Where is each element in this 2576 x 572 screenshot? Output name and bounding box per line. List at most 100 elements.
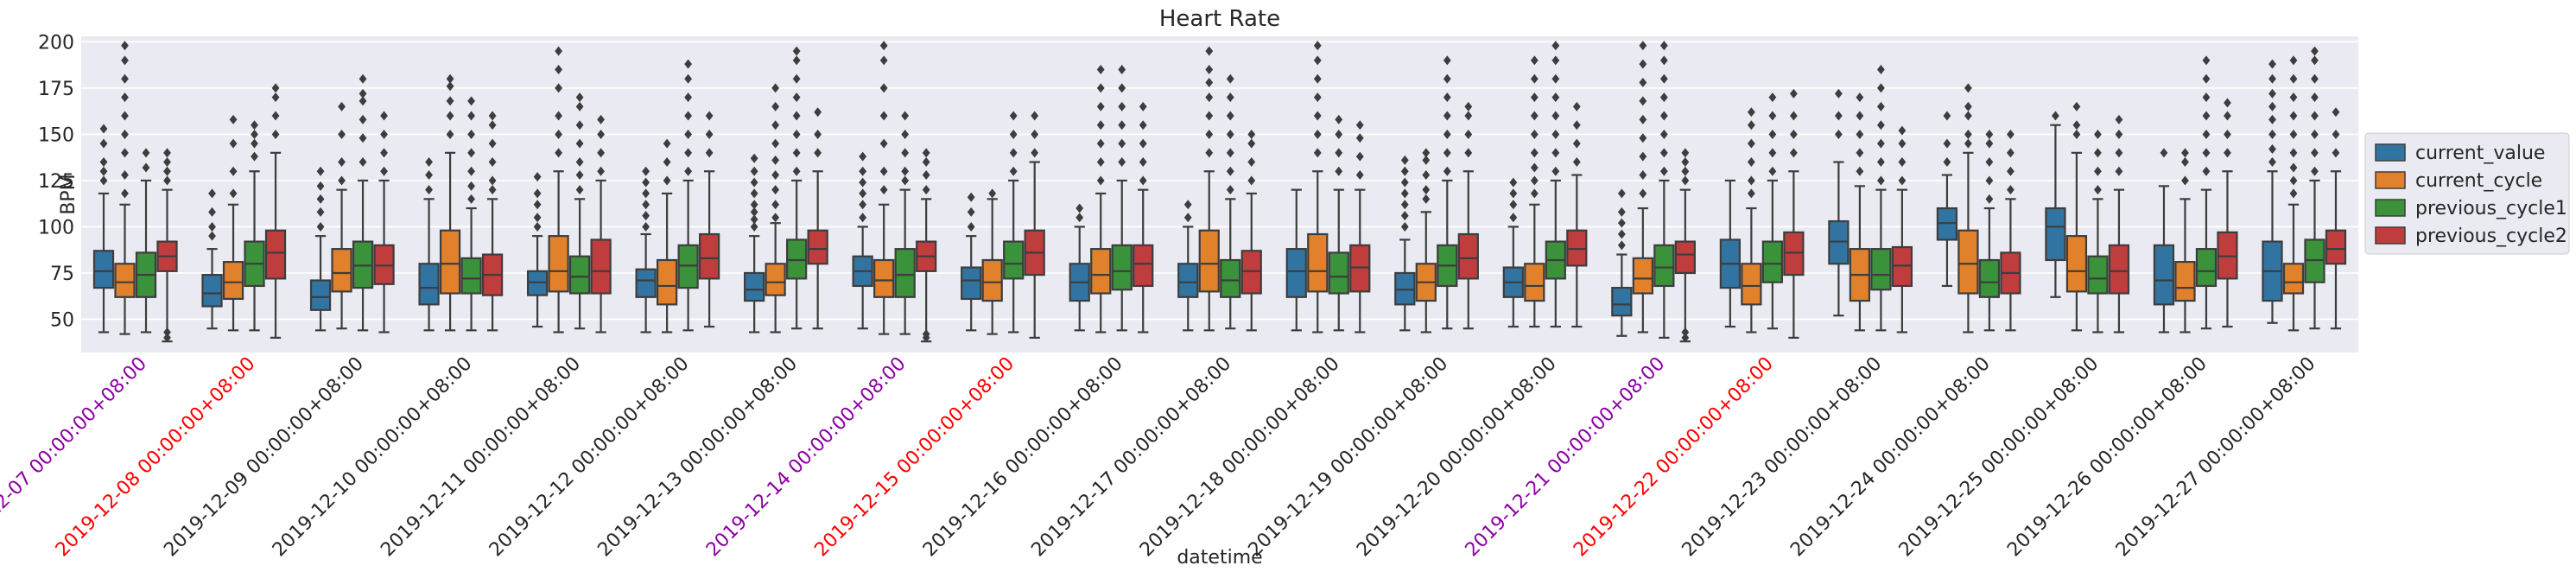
outlier-point (859, 166, 867, 176)
outlier-point (1659, 166, 1668, 176)
box-previous_cycle1 (2087, 129, 2109, 334)
outlier-point (1747, 120, 1755, 130)
outlier-point (1509, 188, 1518, 199)
outlier-point (467, 194, 475, 204)
legend-entry: previous_cycle2 (2415, 226, 2567, 247)
outlier-point (879, 166, 888, 176)
outlier-point (1009, 148, 1018, 158)
outlier-point (555, 111, 563, 121)
outlier-point (121, 41, 129, 51)
outlier-point (1530, 148, 1539, 158)
outlier-point (2115, 148, 2123, 158)
outlier-point (705, 148, 714, 158)
outlier-point (467, 129, 475, 139)
box-current_cycle (2174, 148, 2196, 334)
box-iqr (418, 263, 440, 306)
outlier-point (771, 120, 780, 130)
outlier-point (1681, 157, 1690, 168)
outlier-point (879, 83, 888, 93)
x-tick-label: 2019-12-08 00:00:00+08:00 (52, 353, 260, 562)
outlier-point (1876, 101, 1885, 111)
outlier-point (1898, 157, 1907, 168)
outlier-point (1639, 170, 1647, 181)
outlier-point (488, 175, 497, 186)
outlier-point (1422, 185, 1431, 195)
outlier-point (1247, 175, 1256, 186)
outlier-point (338, 157, 346, 168)
grid-lines (81, 41, 2358, 321)
outlier-point (1530, 162, 1539, 173)
outlier-point (2094, 166, 2102, 176)
outlier-point (684, 73, 693, 84)
box-previous_cycle2 (1240, 129, 1262, 332)
box-current_cycle (1524, 55, 1545, 328)
box-iqr (92, 250, 115, 289)
outlier-point (1226, 185, 1234, 195)
outlier-point (1898, 138, 1907, 149)
outlier-point (1834, 129, 1843, 139)
box-previous_cycle2 (1133, 101, 1154, 334)
outlier-point (642, 221, 650, 232)
outlier-point (2268, 129, 2276, 139)
outlier-point (316, 181, 325, 191)
box-iqr (2325, 229, 2347, 265)
outlier-point (1943, 138, 1951, 149)
box-iqr (1761, 240, 1783, 283)
outlier-point (879, 138, 888, 149)
outlier-point (1443, 166, 1451, 176)
y-tick-label: 150 (38, 124, 74, 146)
outlier-point (2268, 73, 2276, 84)
outlier-point (1681, 327, 1690, 337)
outlier-point (1205, 129, 1214, 139)
outlier-point (771, 101, 780, 111)
box-previous_cycle1 (1328, 114, 1349, 332)
outlier-point (1226, 166, 1234, 176)
outlier-point (142, 148, 150, 158)
box-previous_cycle2 (1024, 111, 1045, 339)
outlier-point (1530, 92, 1539, 103)
x-tick-label: 2019-12-18 00:00:00+08:00 (1136, 353, 1344, 562)
outlier-point (1639, 151, 1647, 162)
outlier-point (1789, 88, 1798, 99)
box-previous_cycle1 (2304, 46, 2325, 330)
outlier-point (121, 170, 129, 181)
outlier-point (2181, 148, 2189, 158)
outlier-point (771, 200, 780, 210)
outlier-point (1876, 175, 1885, 186)
y-tick-label: 50 (50, 309, 74, 331)
x-tick-label: 2019-12-09 00:00:00+08:00 (160, 353, 368, 562)
outlier-point (1096, 138, 1105, 149)
outlier-point (251, 151, 258, 162)
outlier-point (1443, 148, 1451, 158)
outlier-point (1964, 101, 1972, 111)
box-iqr (1674, 240, 1696, 275)
outlier-point (771, 170, 780, 181)
outlier-point (1659, 148, 1668, 158)
outlier-point (1985, 157, 1994, 168)
box-iqr (460, 257, 482, 295)
box-iqr (1870, 248, 1892, 291)
box-current_value (1285, 188, 1307, 332)
outlier-point (859, 200, 867, 210)
outlier-point (1659, 73, 1668, 84)
box-current_cycle (1198, 46, 1220, 332)
outlier-point (2332, 107, 2340, 118)
outlier-point (663, 157, 671, 168)
outlier-point (2224, 111, 2231, 121)
box-iqr (699, 232, 720, 280)
outlier-point (2289, 111, 2298, 121)
outlier-point (1443, 111, 1451, 121)
outlier-point (1355, 120, 1364, 130)
box-iqr (807, 229, 828, 265)
outlier-point (1876, 157, 1885, 168)
outlier-point (1985, 129, 1994, 139)
box-previous_cycle2 (1783, 88, 1805, 339)
outlier-point (1768, 111, 1777, 121)
box-current_value (852, 151, 873, 330)
outlier-point (2181, 175, 2189, 186)
outlier-point (2202, 111, 2211, 121)
outlier-point (2202, 148, 2211, 158)
outlier-point (1226, 111, 1234, 121)
outlier-point (1096, 157, 1105, 168)
outlier-point (1639, 41, 1647, 51)
